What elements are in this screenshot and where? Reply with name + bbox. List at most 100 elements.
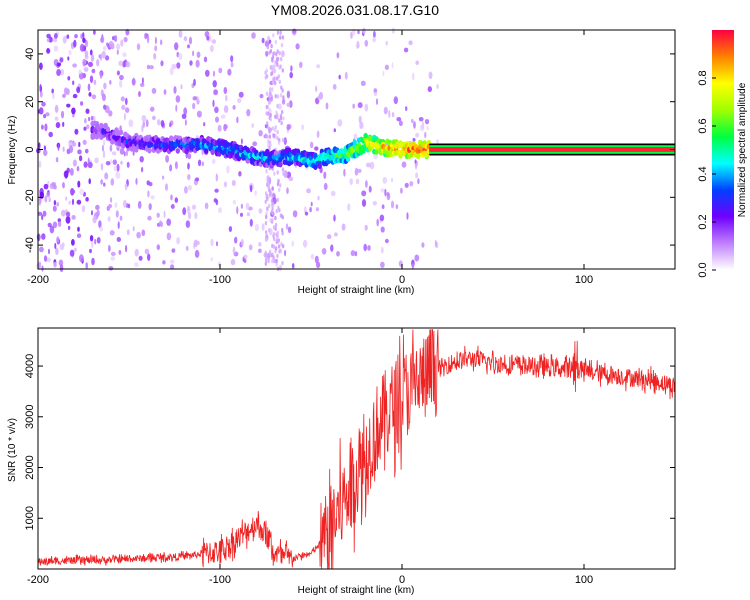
snr-x-tick-label: -100 bbox=[209, 574, 231, 586]
spectrogram-noise-cell bbox=[169, 259, 175, 264]
spectrogram-noise-cell bbox=[91, 94, 97, 100]
snr-x-tick-label: -200 bbox=[27, 574, 49, 586]
spectrogram-y-label: Frequency (Hz) bbox=[7, 116, 18, 185]
spectrogram-noise-cell bbox=[364, 103, 369, 112]
spectrogram-noise-cell bbox=[84, 50, 89, 58]
spectrogram-noise-cell bbox=[249, 184, 253, 193]
spectrogram-noise-cell bbox=[282, 95, 285, 100]
spectrogram-noise-cell bbox=[330, 244, 334, 252]
spectrogram-noise-cell bbox=[373, 153, 378, 160]
spectrogram-noise-cell bbox=[154, 45, 158, 52]
spectrogram-noise-cell bbox=[418, 117, 424, 122]
spectrogram-noise-cell bbox=[62, 121, 65, 127]
spectrogram-noise-cell bbox=[326, 234, 332, 240]
spectrogram-noise-cell bbox=[411, 72, 415, 81]
spectrogram-y-tick-label: -20 bbox=[24, 189, 36, 205]
spectrogram-noise-cell bbox=[270, 43, 273, 49]
spectrogram-noise-cell bbox=[380, 188, 385, 193]
spectrogram-x-tick-label: -200 bbox=[27, 274, 49, 286]
spectrogram-noise-cell bbox=[403, 47, 409, 53]
spectrogram-noise-cell bbox=[414, 254, 420, 262]
spectrogram-noise-cell bbox=[384, 238, 389, 244]
spectrogram-noise-cell bbox=[269, 117, 272, 122]
spectrogram-noise-cell bbox=[108, 203, 113, 209]
spectrogram-noise-cell bbox=[134, 248, 139, 257]
spectrogram-noise-cell bbox=[390, 177, 394, 183]
spectrogram-noise-cell bbox=[46, 48, 51, 54]
spectrogram-noise-cell bbox=[265, 211, 268, 216]
spectrogram-noise-cell bbox=[55, 122, 61, 129]
spectrogram-noise-cell bbox=[176, 62, 181, 69]
spectrogram-noise-cell bbox=[271, 186, 274, 191]
spectrogram-noise-cell bbox=[276, 94, 280, 99]
spectrogram-noise-cell bbox=[267, 139, 270, 144]
spectrogram-noise-cell bbox=[188, 36, 193, 45]
spectrogram-noise-cell bbox=[128, 119, 134, 128]
spectrogram-noise-cell bbox=[240, 212, 243, 217]
spectrogram-noise-cell bbox=[147, 190, 150, 198]
spectrogram-noise-cell bbox=[96, 237, 101, 244]
spectrogram-noise-cell bbox=[278, 65, 281, 70]
spectrogram-noise-cell bbox=[72, 142, 77, 147]
spectrogram-noise-cell bbox=[48, 36, 53, 43]
spectrogram-noise-cell bbox=[120, 39, 124, 47]
spectrogram-noise-cell bbox=[119, 74, 124, 81]
spectrogram-noise-cell bbox=[280, 85, 283, 90]
spectrogram-noise-cell bbox=[277, 205, 280, 210]
spectrogram-noise-cell bbox=[47, 222, 52, 228]
spectrogram-noise-cell bbox=[268, 39, 272, 44]
spectrogram-noise-cell bbox=[54, 242, 57, 250]
spectrogram-noise-cell bbox=[48, 248, 50, 255]
spectrogram-noise-cell bbox=[39, 83, 42, 91]
spectrogram-noise-cell bbox=[268, 87, 272, 92]
spectrogram-noise-cell bbox=[279, 35, 282, 40]
spectrogram-noise-cell bbox=[276, 181, 280, 187]
spectrogram-noise-cell bbox=[79, 254, 84, 263]
spectrogram-noise-cell bbox=[362, 27, 366, 34]
spectrogram-noise-cell bbox=[275, 258, 278, 264]
spectrogram-noise-cell bbox=[185, 245, 189, 251]
snr-y-tick-label: 2000 bbox=[24, 455, 36, 479]
spectrogram-noise-cell bbox=[149, 65, 154, 70]
spectrogram-noise-cell bbox=[281, 109, 284, 115]
spectrogram-noise-cell bbox=[65, 216, 71, 224]
spectrogram-noise-cell bbox=[274, 222, 278, 228]
spectrogram-noise-cell bbox=[160, 60, 164, 67]
spectrogram-noise-cell bbox=[94, 157, 99, 164]
spectrogram-noise-cell bbox=[136, 43, 141, 51]
spectrogram-noise-cell bbox=[121, 104, 126, 111]
spectrogram-noise-cell bbox=[69, 168, 74, 176]
spectrogram-noise-cell bbox=[280, 242, 283, 247]
spectrogram-noise-cell bbox=[317, 195, 320, 201]
spectrogram-noise-cell bbox=[146, 64, 150, 70]
spectrogram-noise-cell bbox=[204, 202, 209, 210]
spectrogram-noise-cell bbox=[321, 248, 327, 255]
spectrogram-noise-cell bbox=[276, 115, 279, 120]
spectrogram-noise-cell bbox=[285, 223, 289, 230]
spectrogram-noise-cell bbox=[210, 257, 213, 262]
spectrogram-noise-cell bbox=[184, 186, 188, 194]
spectrogram-noise-cell bbox=[398, 120, 403, 127]
spectrogram-noise-cell bbox=[228, 226, 233, 232]
snr-y-tick-label: 3000 bbox=[24, 405, 36, 429]
spectrogram-band-core bbox=[429, 147, 675, 152]
spectrogram-noise-cell bbox=[267, 184, 270, 189]
spectrogram-noise-cell bbox=[134, 262, 139, 268]
spectrogram-noise-cell bbox=[132, 77, 135, 86]
spectrogram-noise-cell bbox=[95, 204, 100, 211]
spectrogram-noise-cell bbox=[110, 256, 116, 261]
spectrogram-noise-cell bbox=[383, 106, 388, 115]
spectrogram-noise-cell bbox=[171, 248, 176, 253]
spectrogram-noise-cell bbox=[38, 142, 41, 150]
spectrogram-noise-cell bbox=[85, 39, 88, 48]
spectrogram-noise-cell bbox=[54, 104, 59, 113]
spectrogram-noise-cell bbox=[264, 250, 267, 255]
spectrogram-noise-cell bbox=[223, 105, 229, 113]
spectrogram-noise-cell bbox=[44, 123, 48, 132]
spectrogram-noise-cell bbox=[164, 183, 169, 191]
spectrogram-noise-cell bbox=[117, 221, 120, 230]
spectrogram-noise-cell bbox=[193, 78, 196, 87]
spectrogram-noise-cell bbox=[118, 250, 122, 255]
spectrogram-noise-cell bbox=[145, 119, 149, 128]
spectrogram-noise-cell bbox=[278, 118, 281, 123]
